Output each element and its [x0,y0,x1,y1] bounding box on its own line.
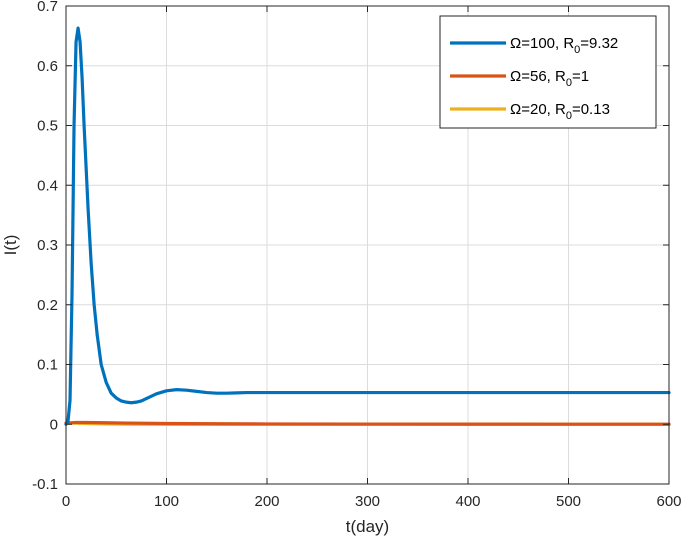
x-tick-label: 0 [62,493,70,510]
legend-entry-2: Ω=20, R0=0.13 [510,101,610,122]
y-tick-label: 0.4 [37,177,58,194]
series-line-1 [64,420,671,426]
x-tick-label: 100 [154,493,179,510]
series-lines [64,26,671,426]
y-axis-label: I(t) [1,235,20,256]
y-tick-label: 0.5 [37,118,58,135]
ticks: 0 100 200 300 400 500 600-0.100.10.20.30.40.50… [32,0,681,510]
legend-entry-1: Ω=56, R0=1 [510,68,589,89]
y-tick-label: 0 [50,416,58,433]
x-tick-label: 200 [254,493,279,510]
x-tick-label: 400 [455,493,480,510]
x-tick-label: 600 [656,493,681,510]
x-tick-label: 300 [355,493,380,510]
legend: Ω=100, R0=9.32 Ω=56, R0=1 Ω=20, R0=0.13 [439,15,657,129]
x-axis-label: t(day) [346,517,389,536]
y-tick-label: -0.1 [32,476,58,493]
legend-box [439,15,657,129]
y-tick-label: 0.3 [37,237,58,254]
y-tick-label: 0.2 [37,297,58,314]
y-tick-label: 0.7 [37,0,58,15]
series-line-0 [64,26,671,426]
legend-entry-0: Ω=100, R0=9.32 [510,35,618,56]
y-tick-label: 0.6 [37,58,58,75]
x-tick-label: 500 [556,493,581,510]
y-tick-label: 0.1 [37,357,58,374]
